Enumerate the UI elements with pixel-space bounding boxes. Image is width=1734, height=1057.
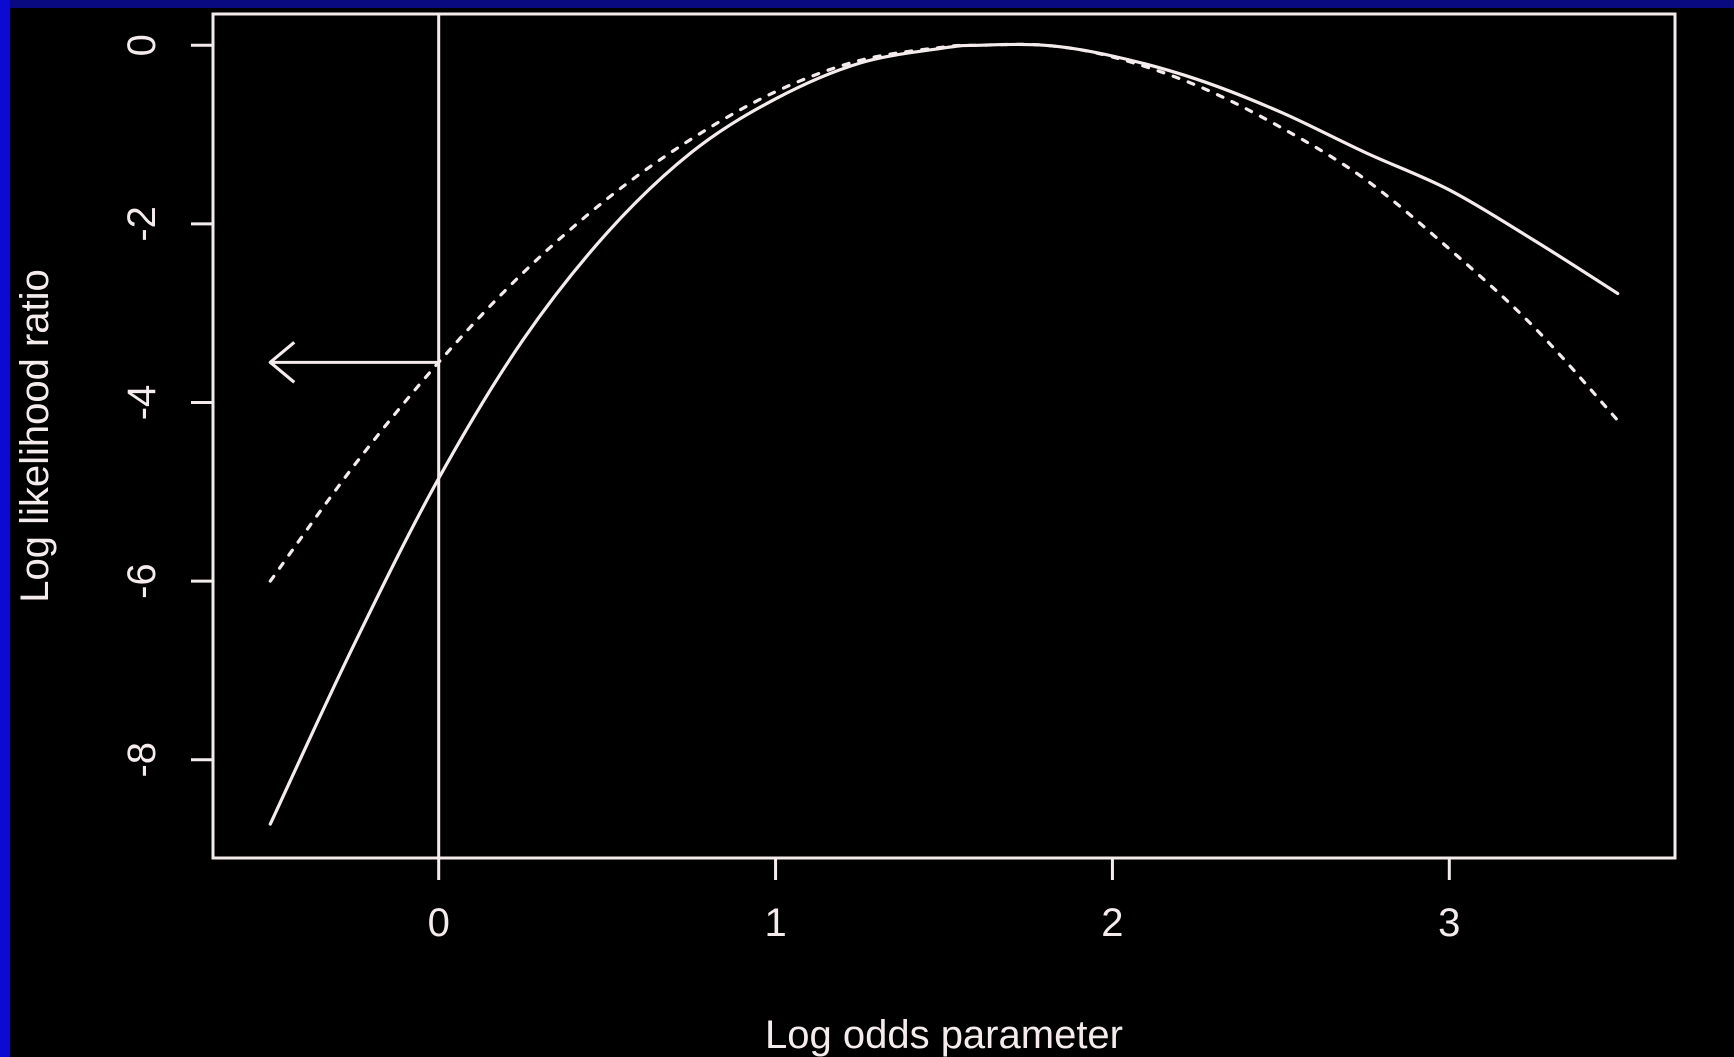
plot-area-frame	[211, 12, 1677, 860]
x-tick-label-3: 3	[1438, 901, 1460, 945]
y-tick-label--4: -4	[120, 385, 164, 421]
series-line-dashed	[268, 42, 1620, 583]
y-axis: 0 -2 -4 -6 -8	[120, 34, 213, 778]
series-line-solid	[268, 42, 1620, 826]
y-tick-label--2: -2	[120, 206, 164, 242]
y-tick-label--8: -8	[120, 742, 164, 778]
annotation-layer	[268, 14, 441, 858]
y-axis-title: Log likelihood ratio	[13, 269, 57, 603]
y-tick-label--6: -6	[120, 563, 164, 599]
x-tick-label-0: 0	[428, 901, 450, 945]
series-layer	[268, 42, 1620, 826]
x-axis-title: Log odds parameter	[765, 1013, 1123, 1057]
y-tick-label-0: 0	[120, 34, 164, 56]
x-axis: 0 1 2 3	[428, 858, 1460, 945]
arrow-left-icon	[268, 341, 296, 384]
x-tick-label-2: 2	[1101, 901, 1123, 945]
x-tick-label-1: 1	[764, 901, 786, 945]
